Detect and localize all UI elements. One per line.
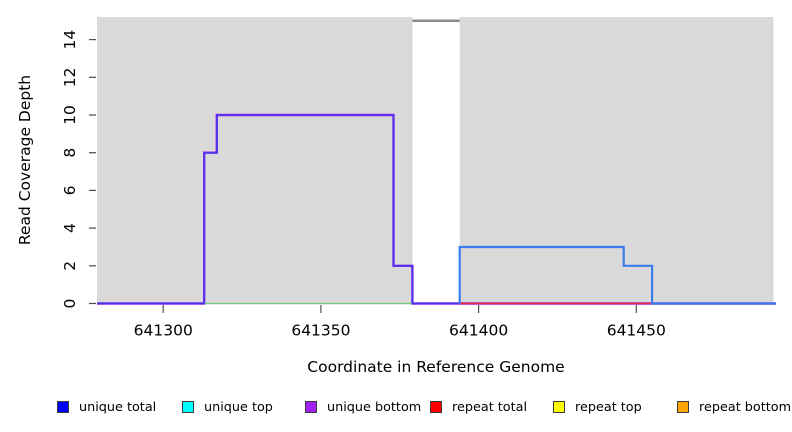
legend-label: repeat bottom	[699, 399, 792, 415]
plot-background	[97, 17, 774, 304]
legend-swatch-repeat-top	[553, 401, 565, 413]
x-tick-label: 641350	[291, 322, 350, 340]
legend-label: unique top	[204, 399, 273, 415]
y-tick-label: 12	[61, 67, 79, 87]
x-tick-label: 641400	[449, 322, 508, 340]
legend-item-repeat-bottom: repeat bottom	[677, 397, 791, 417]
y-tick-label: 10	[61, 105, 79, 125]
legend-swatch-repeat-total	[430, 401, 442, 413]
series-unique-total-right	[458, 245, 776, 305]
x-axis-title: Coordinate in Reference Genome	[307, 358, 564, 376]
y-tick-label: 2	[61, 261, 79, 271]
legend-label: repeat total	[452, 399, 528, 415]
y-tick-label: 8	[61, 148, 79, 158]
legend-item-unique-total: unique total	[57, 397, 156, 417]
legend: unique total unique top unique bottom re…	[0, 397, 792, 421]
legend-label: repeat top	[575, 399, 642, 415]
x-tick-label: 641300	[134, 322, 193, 340]
axes: 641300 641350 641400 641450 0 2 4 6 8 10 12 14	[61, 30, 666, 340]
legend-item-repeat-top: repeat top	[553, 397, 642, 417]
series-unique-total-left	[97, 114, 460, 305]
y-tick-label: 4	[61, 223, 79, 233]
legend-item-unique-bottom: unique bottom	[305, 397, 421, 417]
plot-background-region	[97, 17, 413, 304]
legend-item-repeat-total: repeat total	[430, 397, 527, 417]
y-axis-title: Read Coverage Depth	[16, 75, 34, 245]
legend-label: unique bottom	[327, 399, 422, 415]
series-lines	[97, 19, 776, 305]
y-tick-label: 6	[61, 185, 79, 195]
x-tick-label: 641450	[607, 322, 666, 340]
legend-swatch-unique-top	[182, 401, 194, 413]
legend-swatch-repeat-bottom	[677, 401, 689, 413]
legend-swatch-unique-total	[57, 401, 69, 413]
y-tick-label: 0	[61, 299, 79, 309]
legend-swatch-unique-bottom	[305, 401, 317, 413]
legend-item-unique-top: unique top	[182, 397, 273, 417]
legend-label: unique total	[79, 399, 157, 415]
y-tick-label: 14	[61, 30, 79, 50]
plot-background-region	[459, 17, 774, 304]
